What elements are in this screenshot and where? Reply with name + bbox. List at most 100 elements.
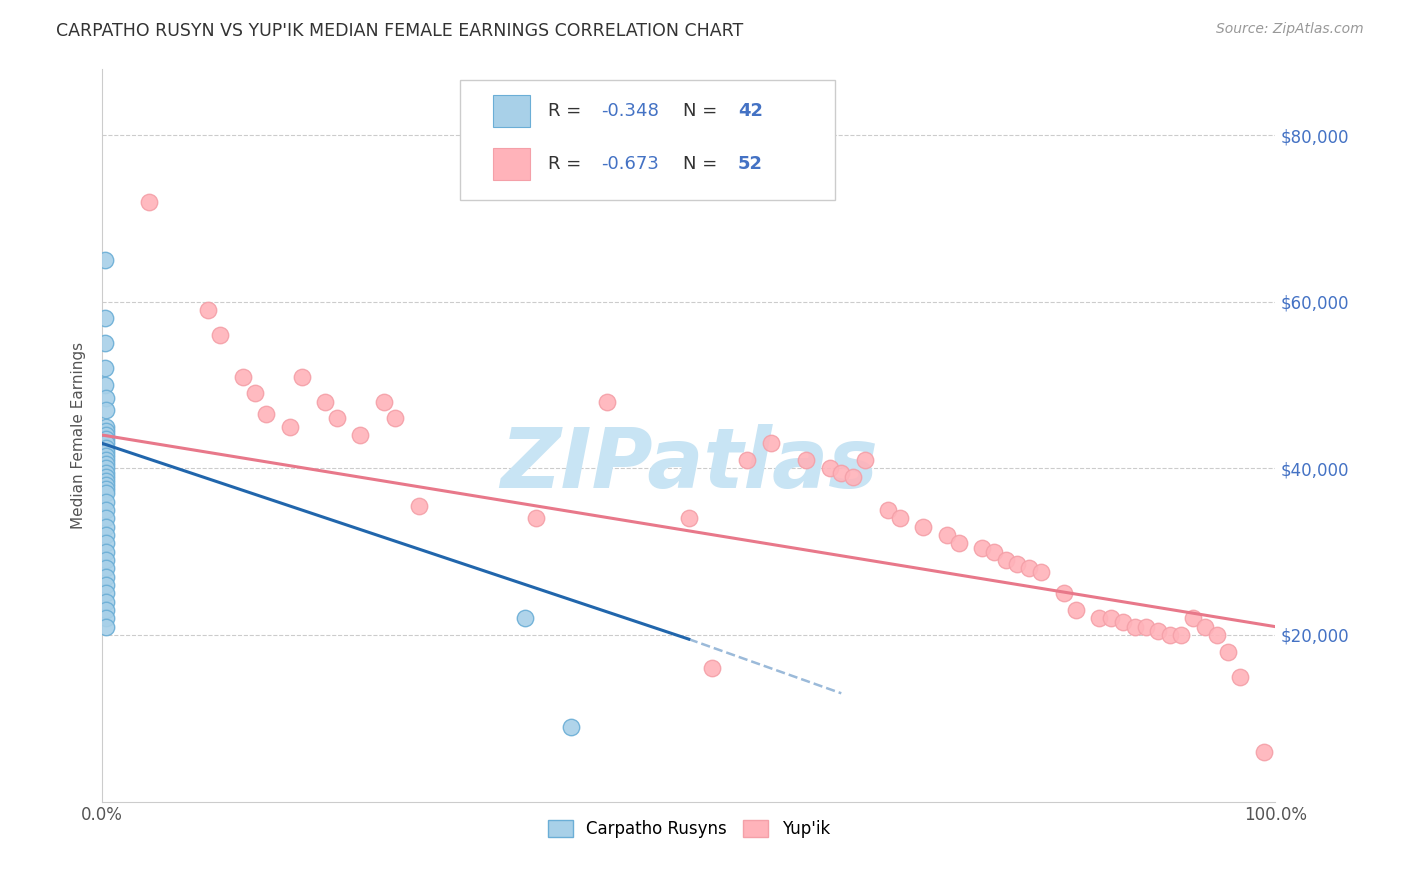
Point: [94, 519, 117, 533]
Point: [830, 466, 852, 480]
Point: [1029, 566, 1052, 580]
Point: [94, 586, 117, 600]
Point: [94, 457, 117, 471]
Point: [1170, 628, 1192, 642]
Point: [314, 394, 336, 409]
Point: [1159, 628, 1181, 642]
Text: 52: 52: [738, 155, 763, 173]
Point: [94, 494, 117, 508]
Text: CARPATHO RUSYN VS YUP'IK MEDIAN FEMALE EARNINGS CORRELATION CHART: CARPATHO RUSYN VS YUP'IK MEDIAN FEMALE E…: [56, 22, 744, 40]
Point: [94, 478, 117, 492]
Point: [384, 411, 406, 425]
Point: [93, 311, 115, 326]
Point: [1135, 620, 1157, 634]
Point: [1253, 745, 1275, 759]
Point: [94, 469, 117, 483]
Legend: Carpatho Rusyns, Yup'ik: Carpatho Rusyns, Yup'ik: [541, 813, 837, 845]
Point: [408, 499, 430, 513]
Point: [94, 553, 117, 567]
Point: [94, 569, 117, 583]
Point: [94, 503, 117, 517]
Point: [93, 336, 115, 351]
Point: [1053, 586, 1076, 600]
FancyBboxPatch shape: [494, 148, 530, 180]
Point: [256, 407, 278, 421]
Point: [94, 461, 117, 475]
Point: [1064, 603, 1087, 617]
Point: [94, 482, 117, 496]
Point: [94, 594, 117, 608]
Point: [524, 511, 547, 525]
Point: [94, 474, 117, 488]
Point: [208, 328, 231, 343]
Point: [278, 419, 301, 434]
Point: [889, 511, 911, 525]
Point: [935, 528, 957, 542]
Point: [1218, 645, 1240, 659]
Point: [94, 436, 117, 450]
Point: [94, 511, 117, 525]
FancyBboxPatch shape: [494, 95, 530, 128]
Point: [94, 544, 117, 558]
Point: [94, 486, 117, 500]
Point: [197, 303, 219, 318]
Point: [94, 453, 117, 467]
Point: [948, 536, 970, 550]
Point: [94, 441, 117, 455]
Point: [842, 469, 865, 483]
Point: [94, 403, 117, 417]
Point: [1018, 561, 1040, 575]
Text: -0.673: -0.673: [600, 155, 658, 173]
Point: [1123, 620, 1146, 634]
Text: N =: N =: [683, 103, 723, 120]
Point: [94, 620, 117, 634]
Point: [877, 503, 900, 517]
Point: [94, 419, 117, 434]
Point: [1112, 615, 1135, 630]
Point: [94, 432, 117, 446]
Point: [94, 528, 117, 542]
Point: [326, 411, 349, 425]
Point: [349, 428, 371, 442]
Point: [93, 253, 115, 268]
Point: [818, 461, 841, 475]
Point: [93, 378, 115, 392]
Point: [595, 394, 617, 409]
Point: [1007, 557, 1029, 571]
Point: [94, 561, 117, 575]
Point: [1182, 611, 1205, 625]
Point: [94, 578, 117, 592]
Text: ZIPatlas: ZIPatlas: [501, 424, 877, 505]
Point: [513, 611, 536, 625]
Point: [94, 536, 117, 550]
Point: [678, 511, 700, 525]
Point: [291, 369, 314, 384]
Point: [243, 386, 266, 401]
Point: [1205, 628, 1227, 642]
Point: [853, 453, 876, 467]
Point: [94, 466, 117, 480]
Point: [970, 541, 993, 555]
Text: N =: N =: [683, 155, 723, 173]
Point: [794, 453, 817, 467]
Point: [737, 453, 759, 467]
Point: [94, 391, 117, 405]
FancyBboxPatch shape: [460, 79, 835, 201]
Point: [994, 553, 1017, 567]
Point: [94, 611, 117, 625]
Y-axis label: Median Female Earnings: Median Female Earnings: [72, 342, 86, 529]
Point: [983, 544, 1005, 558]
Point: [94, 428, 117, 442]
Text: -0.348: -0.348: [600, 103, 658, 120]
Point: [94, 424, 117, 438]
Point: [94, 603, 117, 617]
Point: [1099, 611, 1122, 625]
Point: [1088, 611, 1111, 625]
Point: [373, 394, 395, 409]
Text: R =: R =: [548, 103, 586, 120]
Point: [702, 661, 724, 675]
Point: [138, 194, 160, 209]
Text: 42: 42: [738, 103, 763, 120]
Point: [94, 444, 117, 458]
Point: [1194, 620, 1216, 634]
